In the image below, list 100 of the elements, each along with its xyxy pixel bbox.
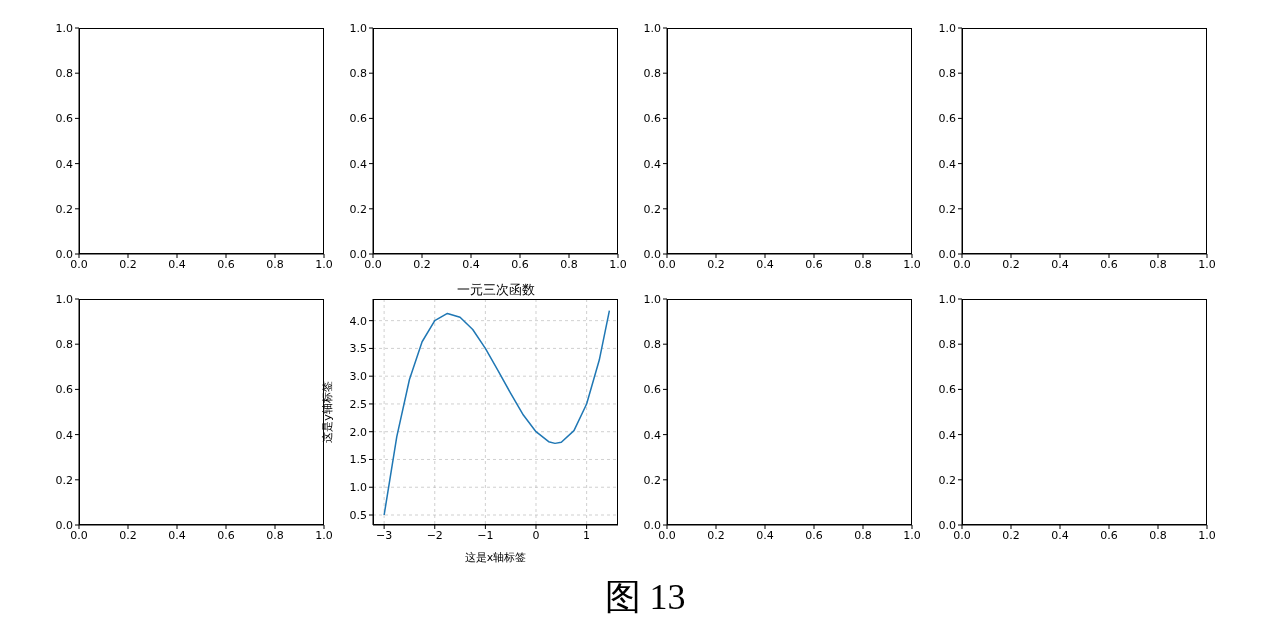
x-tick-label: 1.0	[315, 257, 333, 271]
y-tick-label: 0.2	[938, 473, 956, 487]
y-tick-label: 2.5	[349, 397, 367, 411]
y-tick-label: 0.2	[55, 473, 73, 487]
x-tick-label: 0.8	[1149, 257, 1167, 271]
y-tick-label: 0.0	[938, 518, 956, 532]
y-tick-label: 0.8	[938, 338, 956, 352]
x-tick-label: 0.0	[364, 257, 382, 271]
y-tick-label: 0.4	[643, 428, 661, 442]
y-tick-label: 0.4	[938, 428, 956, 442]
x-tick-label: 0.6	[217, 528, 235, 542]
x-tick-label: 1.0	[609, 257, 627, 271]
x-tick-label: 0.4	[1051, 528, 1069, 542]
caption: 图 13	[603, 576, 687, 619]
x-tick-label: 0.6	[217, 257, 235, 271]
x-tick-label: 0.0	[658, 528, 676, 542]
y-tick-label: 0.0	[55, 247, 73, 261]
y-tick-label: 1.0	[938, 292, 956, 306]
x-tick-label: 0.2	[1002, 528, 1020, 542]
x-tick-label: −3	[376, 528, 393, 542]
y-tick-label: 1.0	[349, 21, 367, 35]
x-tick-label: 0.6	[511, 257, 529, 271]
y-tick-label: 0.0	[643, 247, 661, 261]
x-tick-label: 0.2	[119, 528, 137, 542]
y-tick-label: 0.4	[349, 157, 367, 171]
x-tick-label: 1.0	[903, 528, 921, 542]
x-tick-label: −1	[477, 528, 494, 542]
y-tick-label: 0.2	[349, 202, 367, 216]
y-tick-label: 0.0	[55, 518, 73, 532]
x-tick-label: 0.8	[1149, 528, 1167, 542]
y-tick-label: 0.6	[349, 112, 367, 126]
y-tick-label: 1.0	[55, 21, 73, 35]
x-tick-label: 0.6	[1100, 257, 1118, 271]
x-tick-label: 1.0	[315, 528, 333, 542]
y-tick-label: 0.8	[55, 338, 73, 352]
x-tick-label: 0.8	[854, 257, 872, 271]
x-tick-label: 0.4	[756, 528, 774, 542]
y-tick-label: 1.0	[643, 21, 661, 35]
x-tick-label: 0.0	[953, 528, 971, 542]
x-tick-label: 0.6	[805, 528, 823, 542]
y-tick-label: 0.6	[938, 112, 956, 126]
x-tick-label: 1.0	[1198, 257, 1216, 271]
y-tick-label: 0.2	[55, 202, 73, 216]
y-tick-label: 0.6	[643, 112, 661, 126]
x-tick-label: 0.2	[119, 257, 137, 271]
y-tick-label: 0.6	[938, 383, 956, 397]
y-tick-label: 0.6	[55, 112, 73, 126]
x-tick-label: 0	[532, 528, 540, 542]
x-tick-label: 0.0	[70, 528, 88, 542]
x-tick-label: 0.8	[266, 528, 284, 542]
y-tick-label: 0.8	[643, 67, 661, 81]
y-tick-label: 0.0	[938, 247, 956, 261]
y-tick-label: 0.6	[643, 383, 661, 397]
y-tick-label: 1.0	[55, 292, 73, 306]
chart-title: 一元三次函数	[455, 281, 536, 299]
x-tick-label: 0.4	[756, 257, 774, 271]
y-tick-label: 0.2	[643, 202, 661, 216]
x-tick-label: 0.4	[168, 528, 186, 542]
y-tick-label: 0.2	[643, 473, 661, 487]
x-tick-label: 0.0	[953, 257, 971, 271]
y-tick-label: 0.5	[349, 508, 367, 522]
y-tick-label: 0.8	[938, 67, 956, 81]
x-tick-label: 0.8	[560, 257, 578, 271]
x-tick-label: 0.2	[413, 257, 431, 271]
y-tick-label: 0.8	[55, 67, 73, 81]
y-tick-label: 1.0	[938, 21, 956, 35]
x-tick-label: 0.4	[462, 257, 480, 271]
y-tick-label: 0.8	[349, 67, 367, 81]
x-axis-title: 这是x轴标签	[464, 551, 527, 564]
x-tick-label: 1.0	[1198, 528, 1216, 542]
y-tick-label: 0.0	[643, 518, 661, 532]
y-tick-label: 0.4	[643, 157, 661, 171]
x-tick-label: 0.4	[1051, 257, 1069, 271]
y-tick-label: 1.0	[643, 292, 661, 306]
x-tick-label: 1.0	[903, 257, 921, 271]
x-tick-label: 0.2	[1002, 257, 1020, 271]
x-tick-label: 1	[583, 528, 591, 542]
x-tick-label: 0.0	[70, 257, 88, 271]
x-tick-label: 0.2	[707, 257, 725, 271]
x-tick-label: 0.4	[168, 257, 186, 271]
y-tick-label: 4.0	[349, 314, 367, 328]
y-tick-label: 0.8	[643, 338, 661, 352]
x-tick-label: 0.2	[707, 528, 725, 542]
y-tick-label: 0.2	[938, 202, 956, 216]
y-tick-label: 0.6	[55, 383, 73, 397]
y-tick-label: 0.4	[55, 157, 73, 171]
y-tick-label: 0.4	[55, 428, 73, 442]
x-tick-label: 0.6	[805, 257, 823, 271]
y-tick-label: 1.0	[349, 481, 367, 495]
y-tick-label: 2.0	[349, 425, 367, 439]
x-tick-label: 0.6	[1100, 528, 1118, 542]
x-tick-label: −2	[426, 528, 443, 542]
y-tick-label: 0.0	[349, 247, 367, 261]
x-tick-label: 0.8	[266, 257, 284, 271]
y-tick-label: 3.5	[349, 342, 367, 356]
y-tick-label: 1.5	[349, 453, 367, 467]
y-tick-label: 0.4	[938, 157, 956, 171]
x-tick-label: 0.0	[658, 257, 676, 271]
x-tick-label: 0.8	[854, 528, 872, 542]
y-tick-label: 3.0	[349, 370, 367, 384]
